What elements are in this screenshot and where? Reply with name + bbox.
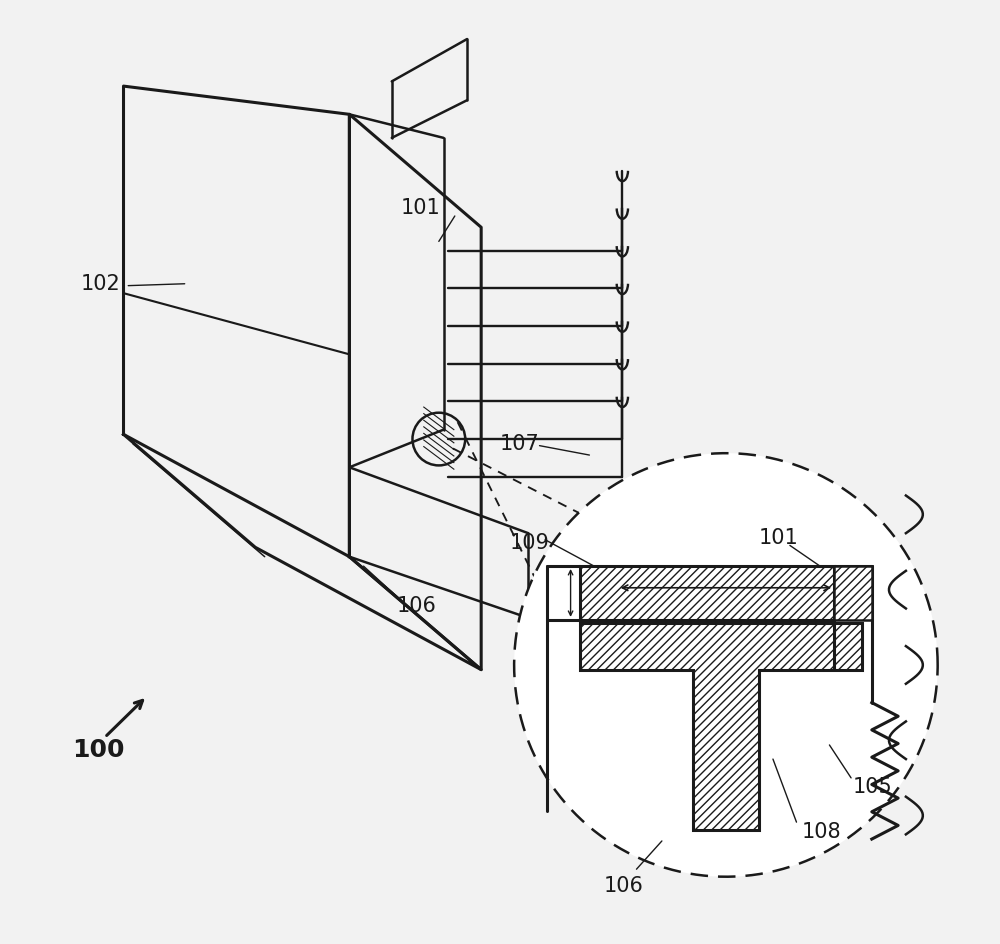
Circle shape bbox=[514, 453, 938, 877]
Text: 109: 109 bbox=[509, 532, 549, 552]
Text: 107: 107 bbox=[500, 433, 540, 454]
Text: 100: 100 bbox=[72, 737, 124, 762]
Text: 106: 106 bbox=[604, 876, 643, 896]
Text: 101: 101 bbox=[759, 528, 799, 548]
Polygon shape bbox=[580, 566, 834, 620]
Text: 101: 101 bbox=[401, 198, 441, 218]
Polygon shape bbox=[580, 623, 862, 830]
Text: 102: 102 bbox=[81, 274, 121, 294]
Polygon shape bbox=[834, 566, 872, 620]
Text: 108: 108 bbox=[801, 821, 841, 841]
Text: 105: 105 bbox=[853, 777, 893, 798]
Text: 106: 106 bbox=[396, 596, 436, 615]
